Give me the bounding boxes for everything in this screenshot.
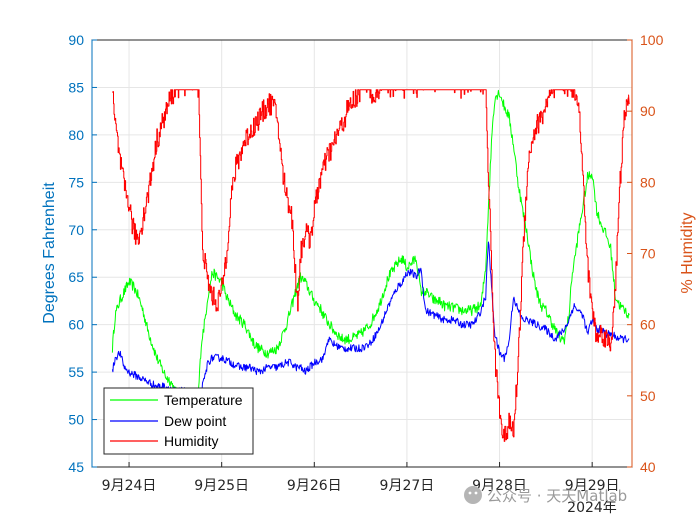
legend-label-temperature: Temperature bbox=[164, 392, 243, 408]
right-tick-label: 50 bbox=[640, 388, 656, 404]
legend-label-dew-point: Dew point bbox=[164, 413, 226, 429]
x-tick-label: 9月29日 bbox=[565, 478, 620, 494]
x-tick-label: 9月24日 bbox=[102, 478, 157, 494]
watermark-text: 公众号 · 天天Matlab bbox=[487, 487, 627, 505]
left-tick-label: 45 bbox=[68, 459, 84, 475]
series-line-temperature bbox=[111, 89, 630, 409]
x-tick-label: 9月25日 bbox=[194, 478, 249, 494]
legend-label-humidity: Humidity bbox=[164, 433, 218, 449]
left-tick-label: 70 bbox=[68, 222, 84, 238]
right-tick-label: 40 bbox=[640, 459, 656, 475]
x-tick-label: 9月28日 bbox=[472, 478, 527, 494]
series-line-dew-point bbox=[111, 241, 630, 398]
legend: Temperature Dew point Humidity bbox=[103, 387, 254, 455]
wechat-icon bbox=[464, 486, 482, 504]
x-axis-year-label: 2024年 bbox=[567, 500, 617, 516]
left-tick-label: 75 bbox=[68, 174, 84, 190]
left-tick-label: 90 bbox=[68, 32, 84, 48]
right-tick-label: 60 bbox=[640, 317, 656, 333]
right-y-axis: 40 50 60 70 80 90 100 bbox=[627, 32, 664, 475]
right-tick-label: 70 bbox=[640, 246, 656, 262]
right-tick-label: 90 bbox=[640, 103, 656, 119]
left-y-axis: 45 50 55 60 65 70 75 80 85 90 bbox=[68, 32, 97, 475]
left-y-axis-label: Degrees Fahrenheit bbox=[41, 182, 58, 324]
left-tick-label: 85 bbox=[68, 79, 84, 95]
watermark: 公众号 · 天天Matlab bbox=[464, 486, 627, 505]
x-axis: 9月24日 9月25日 9月26日 9月27日 9月28日 9月29日 bbox=[102, 462, 620, 494]
x-tick-label: 9月27日 bbox=[380, 478, 435, 494]
left-tick-label: 60 bbox=[68, 317, 84, 333]
left-tick-label: 50 bbox=[68, 412, 84, 428]
right-tick-label: 80 bbox=[640, 174, 656, 190]
right-y-axis-label: % Humidity bbox=[679, 213, 696, 294]
right-tick-label: 100 bbox=[640, 32, 664, 48]
x-tick-label: 9月26日 bbox=[287, 478, 342, 494]
left-tick-label: 55 bbox=[68, 364, 84, 380]
grid-lines bbox=[92, 40, 632, 467]
series-line-humidity bbox=[112, 89, 630, 442]
left-tick-label: 65 bbox=[68, 269, 84, 285]
left-tick-label: 80 bbox=[68, 127, 84, 143]
